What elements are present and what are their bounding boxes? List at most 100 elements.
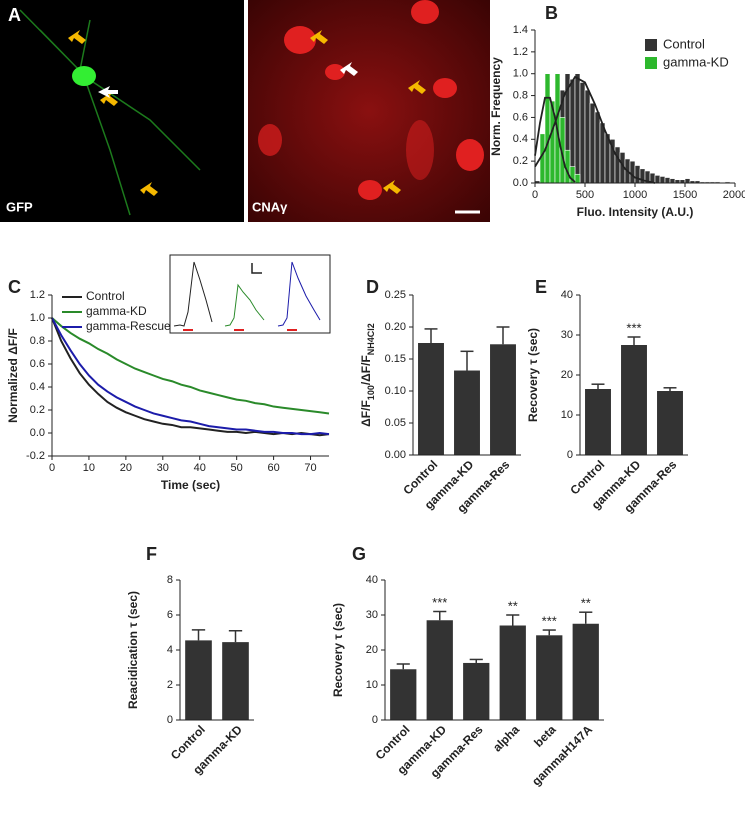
line xyxy=(51,317,330,437)
legend-label: Control xyxy=(663,36,705,51)
y-tick-label: 0 xyxy=(372,714,378,726)
histogram-bar xyxy=(599,122,606,184)
x-tick-label: 30 xyxy=(157,462,169,474)
histogram-bar xyxy=(664,177,671,184)
x-axis-label: Fluo. Intensity (A.U.) xyxy=(577,205,694,219)
panel-label: E xyxy=(535,277,547,297)
y-tick-label: 1.0 xyxy=(513,68,528,80)
y-tick-label: 1.2 xyxy=(30,289,45,301)
y-tick-label: 1.0 xyxy=(30,312,45,324)
histogram-bar xyxy=(594,111,601,184)
y-axis-label: ΔF/F100/ΔF/FNH4Cl2 xyxy=(359,323,376,427)
x-axis-label: Time (sec) xyxy=(161,478,220,492)
inset xyxy=(169,254,331,334)
bar xyxy=(499,625,526,720)
y-tick-label: 40 xyxy=(366,574,378,586)
bar xyxy=(490,344,516,455)
significance: ** xyxy=(581,596,591,611)
y-tick-label: -0.2 xyxy=(26,450,45,462)
significance: *** xyxy=(432,595,447,610)
inset-box xyxy=(169,254,331,334)
inset-trace xyxy=(173,261,213,327)
bar xyxy=(621,345,647,455)
y-tick-label: 20 xyxy=(561,369,573,381)
y-tick-label: 30 xyxy=(366,609,378,621)
line xyxy=(51,317,330,415)
x-tick-label: 1500 xyxy=(673,189,697,201)
y-tick-label: 0.8 xyxy=(513,89,528,101)
arrow xyxy=(340,62,358,76)
y-tick-label: 1.4 xyxy=(513,24,528,36)
image-panel: A GFP CNAγ xyxy=(0,0,490,222)
x-tick-label: 70 xyxy=(304,462,316,474)
y-tick-label: 0.2 xyxy=(513,155,528,167)
image-label: CNAγ xyxy=(252,199,288,214)
y-tick-label: 10 xyxy=(366,679,378,691)
histogram-bar xyxy=(684,178,691,184)
histogram-bar xyxy=(584,89,591,184)
scale-bar xyxy=(251,263,262,274)
x-tick-label: 10 xyxy=(83,462,95,474)
y-tick-label: 40 xyxy=(561,289,573,301)
histogram-bar xyxy=(614,146,621,184)
y-axis-label-part: /ΔF/F xyxy=(359,355,373,385)
histogram-bar xyxy=(629,160,636,184)
y-tick-label: 6 xyxy=(167,609,173,621)
y-tick-label: 8 xyxy=(167,574,173,586)
separator xyxy=(244,0,248,222)
histogram-bar xyxy=(669,178,676,184)
y-tick-label: 20 xyxy=(366,644,378,656)
y-tick-label: 0.4 xyxy=(30,381,45,393)
y-tick-label: 0.15 xyxy=(385,353,406,365)
histogram-bar xyxy=(574,73,581,184)
inset-trace xyxy=(224,283,265,327)
x-tick-label: 0 xyxy=(532,189,538,201)
y-tick-label: 10 xyxy=(561,409,573,421)
y-tick-label: 0.25 xyxy=(385,289,406,301)
legend-label: gamma-KD xyxy=(663,54,729,69)
x-tick-label: 0 xyxy=(49,462,55,474)
bar xyxy=(185,640,212,720)
panel-label: A xyxy=(8,5,21,25)
gfp-image xyxy=(0,0,244,222)
bar xyxy=(536,635,563,720)
y-tick-label: 30 xyxy=(561,329,573,341)
x-tick-label: 2000 xyxy=(723,189,745,201)
y-tick-label: 1.2 xyxy=(513,46,528,58)
y-axis-label: Recovery τ (sec) xyxy=(526,328,540,422)
cells xyxy=(258,0,484,200)
cell xyxy=(72,66,96,86)
y-tick-label: 0.2 xyxy=(30,404,45,416)
panel-label: B xyxy=(545,3,558,23)
panel-label: F xyxy=(146,544,157,564)
x-tick-label: 1000 xyxy=(623,189,647,201)
bar xyxy=(426,620,453,720)
y-tick-label: 2 xyxy=(167,679,173,691)
y-tick-label: 0.6 xyxy=(513,111,528,123)
y-axis-label-part: ΔF/F xyxy=(359,400,373,427)
panel-label: C xyxy=(8,277,21,297)
y-tick-label: 0 xyxy=(567,449,573,461)
legend-label: gamma-KD xyxy=(86,304,147,318)
y-tick-label: 0.10 xyxy=(385,385,406,397)
image-label: GFP xyxy=(6,199,33,214)
panel-label: D xyxy=(366,277,379,297)
y-tick-label: 4 xyxy=(167,644,173,656)
x-tick-label: 60 xyxy=(267,462,279,474)
y-axis-label: Reacidication τ (sec) xyxy=(126,591,140,709)
y-axis-label-part: 100 xyxy=(366,385,376,400)
legend-swatch xyxy=(645,57,657,69)
y-tick-label: 0.0 xyxy=(513,177,528,189)
arrow xyxy=(98,86,118,98)
significance: *** xyxy=(542,613,557,628)
bar xyxy=(418,343,444,455)
y-tick-label: 0.0 xyxy=(30,427,45,439)
y-tick-label: 0.20 xyxy=(385,321,406,333)
y-tick-label: 0.00 xyxy=(385,449,406,461)
x-tick-label: alpha xyxy=(490,722,522,754)
histogram-bar xyxy=(654,175,661,184)
bar xyxy=(572,623,599,720)
neurite xyxy=(19,9,201,216)
histogram-bar xyxy=(589,102,596,184)
